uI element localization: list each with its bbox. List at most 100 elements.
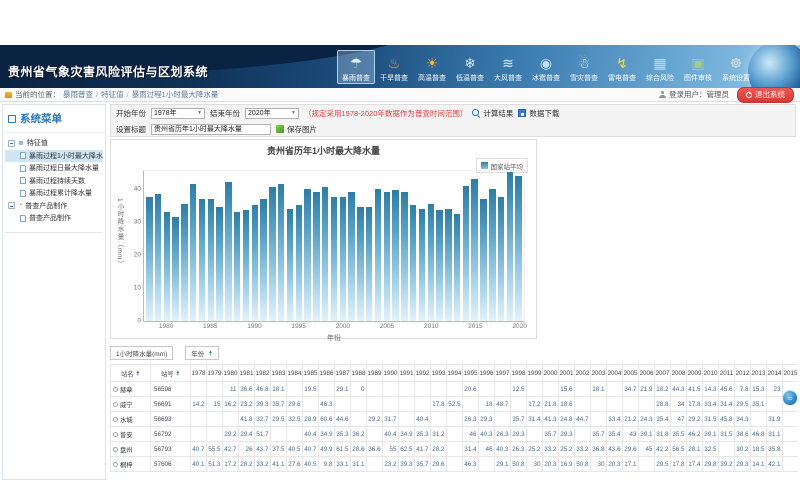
- y-axis-label: 1小时降水量（mm）: [114, 198, 124, 268]
- nav-item-2[interactable]: ♨干旱普查: [375, 50, 413, 84]
- tree-item[interactable]: 暴雨过程累计降水量: [5, 187, 103, 200]
- bar-2015: [471, 179, 478, 321]
- nav-item-8[interactable]: ↯雷电普查: [603, 50, 641, 84]
- value-cell: [575, 427, 591, 442]
- value-cell: 39.3: [255, 397, 271, 412]
- y-tick: 30: [134, 218, 144, 225]
- value-cell: 40.5: [303, 457, 319, 472]
- bar-2012: [445, 209, 452, 321]
- floating-widget-icon[interactable]: ≈: [782, 390, 798, 406]
- logout-button[interactable]: 退出系统: [737, 87, 794, 103]
- value-cell: [191, 412, 207, 427]
- value-cell: 46.3: [319, 397, 335, 412]
- tree-item[interactable]: 暴雨过程1小时最大降水量: [5, 150, 103, 163]
- nav-item-9[interactable]: ▦综合风险: [641, 50, 679, 84]
- tree-item[interactable]: 暴雨过程日最大降水量: [5, 162, 103, 175]
- bar-2000: [340, 197, 347, 321]
- bar-1980: [164, 212, 171, 321]
- nav-item-4[interactable]: ❄低温普查: [451, 50, 489, 84]
- download-button[interactable]: 数据下载: [518, 108, 559, 119]
- app-title: 贵州省气象灾害风险评估与区划系统: [8, 63, 208, 80]
- breadcrumb-separator: /: [96, 90, 98, 99]
- nav-label: 综合风险: [642, 74, 678, 83]
- value-filter-box[interactable]: 1小时降水量(mm): [110, 346, 173, 360]
- value-cell: 16.2: [223, 397, 239, 412]
- column-header-station-name[interactable]: 站名▲▼: [111, 365, 151, 382]
- bar-2017: [489, 189, 496, 321]
- tree-item-label: 暴雨过程1小时最大降水量: [29, 151, 103, 161]
- value-cell: [303, 397, 319, 412]
- bar-2006: [392, 190, 399, 321]
- value-cell: 41.5: [687, 382, 703, 397]
- save-image-button[interactable]: 保存图片: [276, 124, 317, 135]
- nav-item-1[interactable]: ☂暴雨普查: [337, 50, 375, 84]
- nav-label: 暴雨普查: [338, 74, 374, 83]
- controls-row-1: 开始年份 1978年 ▼ 结束年份 2020年 ▼ （规定采用1978-2020…: [111, 105, 795, 121]
- row-radio-button[interactable]: [113, 417, 118, 422]
- value-cell: 51.3: [207, 457, 223, 472]
- value-cell: [415, 397, 431, 412]
- bar-2005: [384, 192, 391, 321]
- breadcrumb-label: 当前的位置：: [15, 89, 60, 100]
- value-cell: 55.5: [207, 442, 223, 457]
- value-cell: 18.1: [271, 382, 287, 397]
- station-name-cell: 普安: [111, 427, 151, 442]
- value-cell: 35.7: [415, 457, 431, 472]
- value-cell: 29.6: [287, 397, 303, 412]
- row-radio-button[interactable]: [113, 387, 118, 392]
- y-tick: 40: [134, 185, 144, 192]
- row-radio-button[interactable]: [113, 402, 118, 407]
- column-header-1996: 1996: [479, 365, 495, 382]
- value-cell: [335, 397, 351, 412]
- nav-item-10[interactable]: ▣图件审核: [679, 50, 717, 84]
- value-cell: 29.5: [655, 457, 671, 472]
- value-cell: 39.1: [703, 427, 719, 442]
- value-cell: [495, 382, 511, 397]
- end-year-select[interactable]: 2020年 ▼: [245, 108, 299, 119]
- nav-item-7[interactable]: ☃雪灾普查: [565, 50, 603, 84]
- column-header-station-id[interactable]: 站号▲▼: [151, 365, 191, 382]
- nav-item-6[interactable]: ◉冰雹普查: [527, 50, 565, 84]
- value-cell: [527, 427, 543, 442]
- nav-item-5[interactable]: ≋大风普查: [489, 50, 527, 84]
- value-cell: 60.6: [319, 412, 335, 427]
- value-cell: [639, 457, 655, 472]
- bar-2010: [428, 204, 435, 321]
- expander-icon[interactable]: [8, 140, 15, 147]
- tree-item[interactable]: 普查产品制作: [5, 212, 103, 225]
- tree-group-2[interactable]: ◔普查产品制作: [5, 200, 103, 213]
- breadcrumb-bar: 当前的位置： 暴雨普查/特征值/暴雨过程1小时最大降水量 登录用户：管理员 退出…: [0, 88, 800, 102]
- row-radio-button[interactable]: [113, 447, 118, 452]
- value-cell: 26.3: [463, 412, 479, 427]
- group-icon: ≣: [18, 140, 24, 147]
- bar-2002: [357, 207, 364, 321]
- value-cell: [543, 382, 559, 397]
- row-radio-button[interactable]: [113, 462, 118, 467]
- tree-group-1[interactable]: ≣特征值: [5, 137, 103, 150]
- search-icon: [472, 109, 480, 117]
- breadcrumb-item-3[interactable]: 暴雨过程1小时最大降水量: [132, 89, 219, 100]
- year-sort-box[interactable]: 年份 ▲▼: [185, 346, 218, 360]
- value-cell: 7.8: [735, 382, 751, 397]
- value-cell: 40.4: [383, 427, 399, 442]
- row-radio-button[interactable]: [113, 432, 118, 437]
- nav-label: 图件审核: [680, 74, 716, 83]
- column-header-2009: 2009: [687, 365, 703, 382]
- nav-item-11[interactable]: ☸系统设置: [717, 50, 755, 84]
- chart-title-input[interactable]: [151, 124, 271, 135]
- range-note: （规定采用1978-2020年数据作为普查时间范围）: [304, 108, 467, 119]
- bar-2011: [436, 210, 443, 321]
- breadcrumb-item-1[interactable]: 暴雨普查: [63, 89, 93, 100]
- value-cell: [575, 382, 591, 397]
- bar-1991: [260, 199, 267, 321]
- value-cell: 35.4: [655, 412, 671, 427]
- calculate-button[interactable]: 计算结果: [472, 108, 513, 119]
- breadcrumb-item-2[interactable]: 特征值: [101, 89, 124, 100]
- tree-item[interactable]: 暴雨过程持续天数: [5, 175, 103, 188]
- bar-1993: [278, 184, 285, 321]
- start-year-select[interactable]: 1978年 ▼: [151, 108, 205, 119]
- value-cell: 38.6: [735, 427, 751, 442]
- nav-item-3[interactable]: ☀高温普查: [413, 50, 451, 84]
- expander-icon[interactable]: [8, 202, 15, 209]
- value-cell: 35.7: [591, 427, 607, 442]
